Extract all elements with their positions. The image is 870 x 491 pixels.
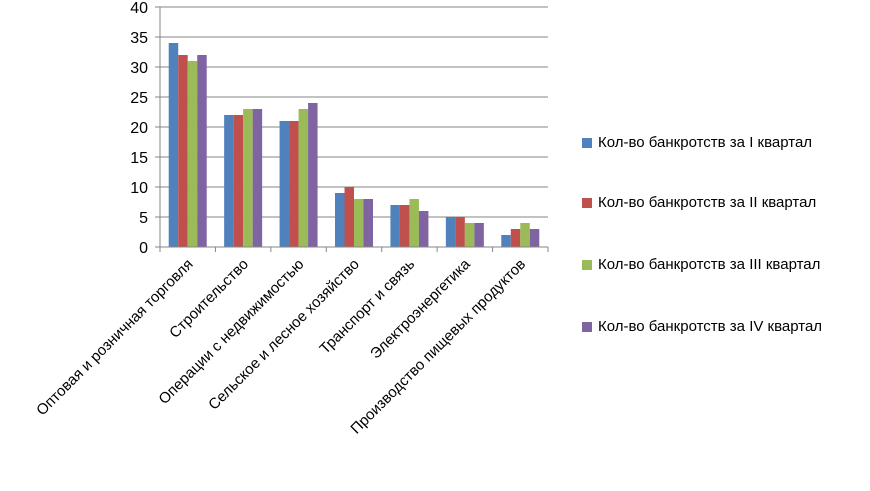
- bar: [187, 61, 198, 247]
- y-tick-label: 40: [130, 0, 148, 17]
- y-tick-label: 0: [139, 240, 148, 257]
- legend-item: Кол-во банкротств за I квартал: [582, 130, 862, 156]
- bar: [224, 115, 234, 247]
- bar: [455, 217, 465, 247]
- legend-swatch: [582, 322, 592, 332]
- legend-swatch: [582, 138, 592, 148]
- bar: [344, 187, 354, 247]
- bar: [474, 223, 484, 247]
- y-tick-label: 5: [139, 210, 148, 227]
- bar: [197, 55, 207, 247]
- bar: [510, 229, 521, 247]
- legend-label: Кол-во банкротств за III квартал: [598, 256, 821, 273]
- category-label: Электроэнергетика: [367, 255, 474, 362]
- bar: [252, 109, 263, 247]
- bar: [445, 217, 456, 247]
- legend-label: Кол-во банкротств за II квартал: [598, 194, 817, 211]
- bar: [520, 223, 530, 247]
- bar: [464, 223, 475, 247]
- axes: [155, 6, 549, 252]
- y-tick-label: 20: [130, 120, 148, 137]
- legend-label: Кол-во банкротств за I квартал: [598, 134, 813, 151]
- y-tick-label: 10: [130, 180, 148, 197]
- category-labels: Оптовая и розничная торговляСтроительств…: [33, 255, 529, 437]
- legend-swatch: [582, 260, 592, 270]
- legend-swatch: [582, 198, 592, 208]
- legend-item: Кол-во банкротств за II квартал: [582, 190, 862, 216]
- bar: [399, 205, 410, 247]
- bar: [335, 193, 345, 247]
- bars: [168, 43, 540, 247]
- gridlines: [160, 6, 548, 218]
- y-tick-label: 30: [130, 60, 148, 77]
- bar: [308, 103, 318, 247]
- y-tick-label: 25: [130, 90, 148, 107]
- bar: [409, 199, 419, 247]
- legend-item: Кол-во банкротств за IV квартал: [582, 314, 862, 340]
- bar: [354, 199, 364, 247]
- category-label: Транспорт и связь: [316, 256, 418, 358]
- bar: [289, 121, 299, 247]
- legend-item: Кол-во банкротств за III квартал: [582, 252, 862, 278]
- bar: [279, 121, 290, 247]
- y-tick-label: 35: [130, 30, 148, 47]
- legend-label: Кол-во банкротств за IV квартал: [598, 318, 823, 335]
- bar: [233, 115, 244, 247]
- bar: [390, 205, 400, 247]
- bar: [298, 109, 309, 247]
- bar: [418, 211, 429, 247]
- y-tick-labels: 0 5 10 15 20 25 30 35 40: [130, 0, 148, 257]
- bar: [168, 43, 179, 247]
- bar: [501, 235, 511, 247]
- y-tick-label: 15: [130, 150, 148, 167]
- bar: [243, 109, 253, 247]
- bar: [363, 199, 373, 247]
- bar: [178, 55, 188, 247]
- bar: [529, 229, 540, 247]
